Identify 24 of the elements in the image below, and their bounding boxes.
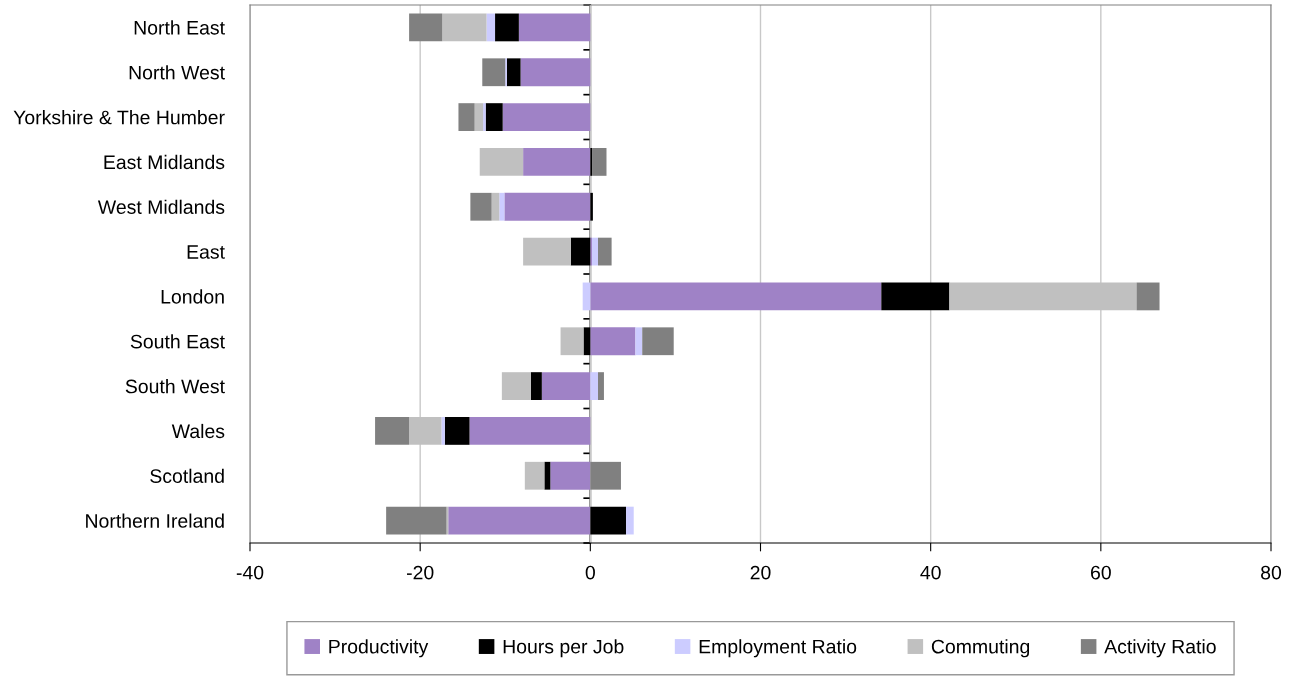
x-tick-label: 80 bbox=[1261, 565, 1282, 580]
y-tick-label: Scotland bbox=[150, 468, 224, 483]
x-tick-label: 20 bbox=[750, 565, 771, 580]
x-tick-label: -40 bbox=[236, 565, 264, 580]
y-tick-label: Northern Ireland bbox=[86, 513, 224, 528]
x-tick-label: 60 bbox=[1091, 565, 1111, 580]
y-tick-label: East bbox=[187, 245, 225, 259]
y-tick-label: West Midlands bbox=[97, 199, 225, 214]
x-tick-label: -20 bbox=[406, 565, 434, 580]
legend-label: Commuting bbox=[931, 639, 1030, 658]
y-tick-label: North West bbox=[129, 65, 225, 80]
legend-label: Productivity bbox=[329, 639, 429, 658]
y-tick-label: Wales bbox=[171, 423, 225, 439]
x-tick-label: 40 bbox=[920, 565, 941, 580]
y-tick-label: London bbox=[161, 289, 224, 304]
y-tick-label: South East bbox=[130, 334, 225, 349]
legend-label: Employment Ratio bbox=[699, 639, 857, 658]
y-tick-label: North East bbox=[134, 20, 225, 35]
y-tick-label: Yorkshire & The Humber bbox=[13, 110, 225, 125]
x-tick-label: 0 bbox=[585, 565, 595, 580]
legend-label: Activity Ratio bbox=[1104, 639, 1216, 658]
y-tick-label: East Midlands bbox=[104, 154, 225, 170]
y-tick-label: South West bbox=[125, 379, 225, 394]
legend-label: Hours per Job bbox=[503, 639, 624, 658]
